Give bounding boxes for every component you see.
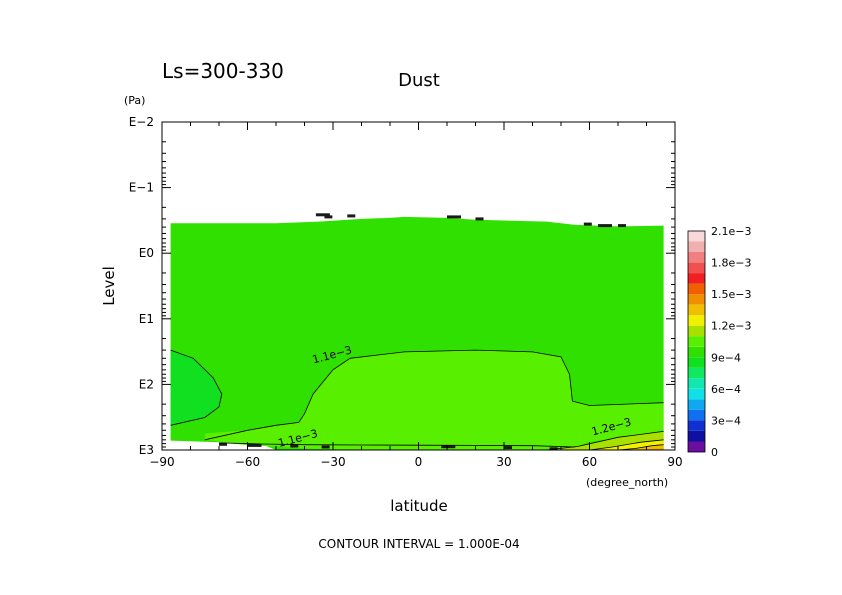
colorbar-swatch	[688, 378, 705, 389]
x-tick-label: 60	[582, 455, 597, 469]
colorbar-swatch	[688, 262, 705, 274]
panel-label: Ls=300-330	[162, 59, 284, 83]
region-southern-pole-low	[170, 350, 222, 426]
missing-data-speck	[583, 222, 592, 226]
x-tick-label: −60	[235, 455, 260, 469]
contour-north-1	[546, 431, 664, 451]
x-axis-unit: (degree_north)	[586, 476, 668, 489]
y-tick-label: E1	[139, 312, 154, 326]
colorbar-swatch	[688, 241, 705, 252]
missing-data-speck	[598, 224, 612, 228]
contour-central	[204, 349, 664, 441]
colorbar-swatch	[688, 357, 705, 368]
missing-data-speck	[290, 444, 299, 448]
contour-north-3	[617, 444, 664, 451]
colorbar-label: 3e−4	[711, 414, 741, 427]
colorbar-label: 9e−4	[711, 351, 741, 364]
colorbar-label: 2.1e−3	[711, 225, 751, 238]
colorbar-swatch	[688, 409, 705, 421]
y-tick-label: E−1	[129, 181, 154, 195]
colorbar-swatch	[688, 294, 705, 305]
y-tick-label: E3	[139, 443, 154, 457]
missing-data-speck	[347, 214, 356, 218]
contour-lines	[170, 349, 664, 451]
missing-data-speck	[447, 215, 461, 219]
y-tick-label: E−2	[129, 115, 154, 129]
colorbar-label: 1.5e−3	[711, 288, 751, 301]
contour-southern	[170, 349, 223, 426]
colorbar-swatch	[688, 420, 705, 431]
region-central-blob	[204, 350, 664, 450]
colorbar-swatch	[688, 346, 705, 358]
y-axis: E−2 E−1 E0 E1 E2 E3	[129, 115, 675, 457]
x-axis: −90 −60 −30 0 30 60 90	[149, 122, 683, 469]
colorbar-swatch	[688, 231, 705, 242]
x-tick-label: 30	[496, 455, 511, 469]
x-tick-label: −90	[149, 455, 174, 469]
colorbar-swatch	[688, 304, 705, 316]
colorbar-swatch	[688, 273, 705, 284]
colorbar-swatch	[688, 325, 705, 337]
colorbar-swatch	[688, 431, 705, 442]
contour-north-2	[589, 439, 664, 451]
colorbar-label: 0	[711, 446, 718, 459]
plot-area	[170, 213, 664, 451]
missing-data-speck	[618, 224, 626, 228]
colorbar-swatch	[688, 399, 705, 410]
colorbar-swatch	[688, 336, 705, 347]
x-tick-label: 90	[667, 455, 682, 469]
x-tick-label: −30	[320, 455, 345, 469]
missing-data-speck	[247, 443, 262, 447]
colorbar-swatch	[688, 367, 705, 379]
colorbar-swatch	[688, 252, 705, 263]
missing-data-speck	[475, 217, 484, 221]
colorbar: 0 3e−4 6e−4 9e−4 1.2e−3 1.5e−3 1.8e−3 2.1e−3	[687, 225, 751, 459]
contour-interval-note: CONTOUR INTERVAL = 1.000E-04	[318, 537, 519, 551]
colorbar-swatch	[688, 315, 705, 326]
y-axis-label: Level	[100, 266, 118, 306]
missing-data-speck	[549, 447, 558, 451]
missing-data-speck	[321, 445, 330, 449]
missing-data-speck	[441, 445, 456, 449]
contour-surface	[218, 442, 576, 448]
missing-data-speck	[219, 442, 227, 446]
y-tick-label: E0	[139, 246, 154, 260]
colorbar-frame	[687, 230, 706, 453]
missing-data-speck	[315, 213, 330, 217]
missing-data-speck	[504, 446, 512, 450]
colorbar-swatch	[688, 283, 705, 295]
colorbar-label: 1.8e−3	[711, 257, 751, 270]
y-axis-unit: (Pa)	[124, 94, 145, 107]
x-tick-label: 0	[415, 455, 423, 469]
colorbar-swatch	[688, 441, 705, 452]
colorbar-label: 6e−4	[711, 383, 741, 396]
x-axis-label: latitude	[390, 497, 448, 515]
colorbar-label: 1.2e−3	[711, 320, 751, 333]
colorbar-swatch	[688, 388, 705, 400]
y-tick-label: E2	[139, 377, 154, 391]
missing-data-speck	[324, 215, 333, 219]
chart-title: Dust	[398, 70, 440, 91]
